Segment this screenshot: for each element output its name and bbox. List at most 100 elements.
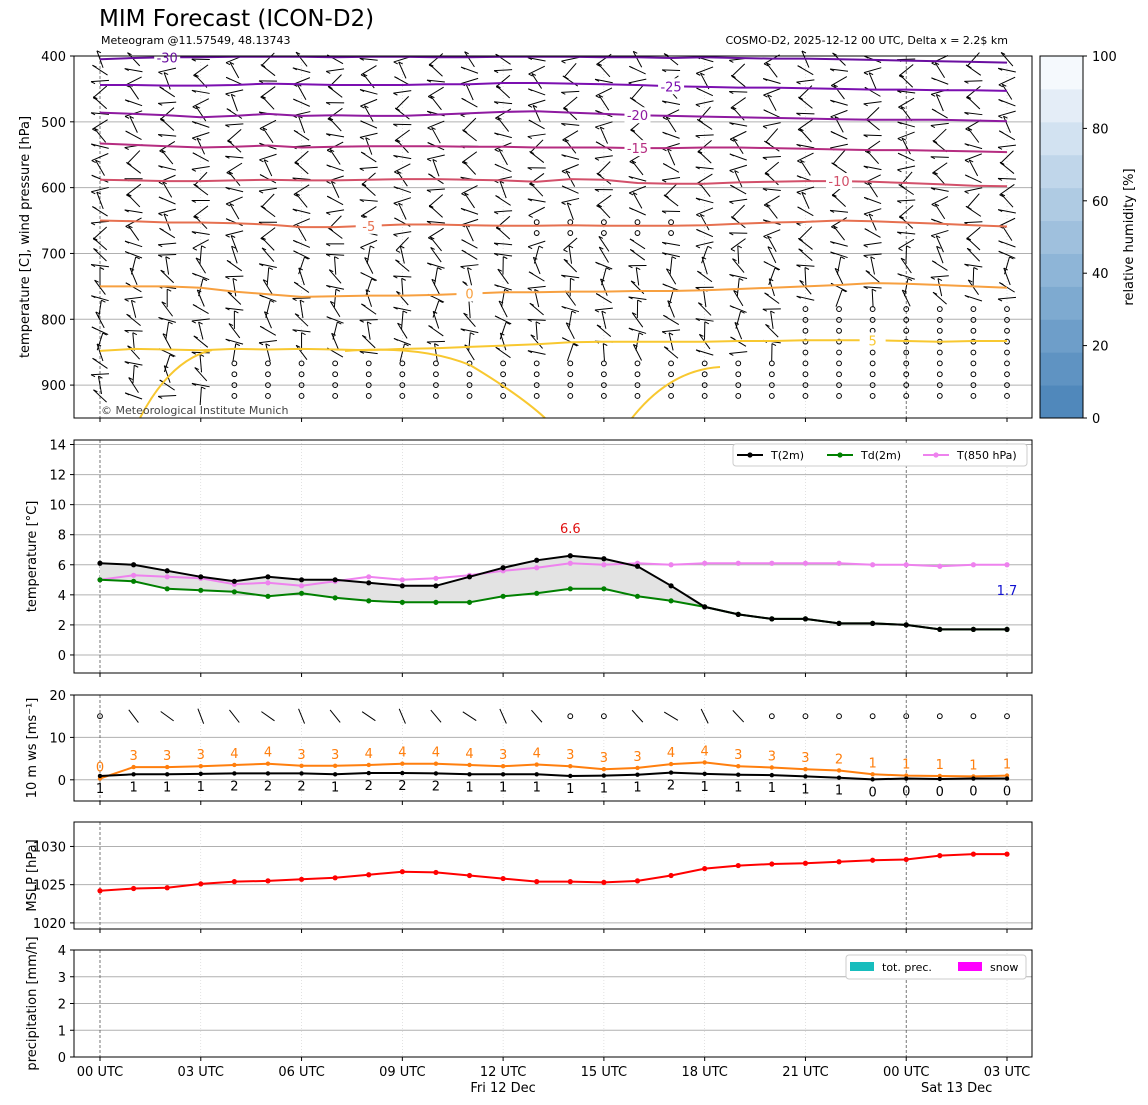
wind-barb <box>1001 225 1013 241</box>
wind-barb <box>125 76 142 86</box>
wind-barb-flag <box>830 251 835 255</box>
wind-barb-flag <box>600 126 605 130</box>
isotherm-label: -15 <box>627 142 648 157</box>
wind-barb-flag <box>907 278 913 281</box>
wind-barb-flag <box>227 291 233 295</box>
wind-barb <box>96 343 104 362</box>
wind-barb-flag <box>563 258 569 262</box>
wind-barb <box>128 709 139 723</box>
wind-barb <box>199 354 203 373</box>
y-tick-label: 10 <box>49 499 66 514</box>
wind-barb-flag <box>496 226 501 230</box>
wind-barb <box>1000 193 1014 208</box>
wind-barb-flag <box>102 332 108 336</box>
series-point-mean <box>904 776 909 781</box>
calm-wind-marker <box>399 382 406 388</box>
wind-barb <box>199 386 202 405</box>
wind-barb <box>495 74 511 88</box>
series-point-mean <box>803 774 808 779</box>
wind-barb-flag <box>968 279 973 283</box>
wind-barb-flag <box>798 237 803 241</box>
wind-barb-flag <box>998 84 1004 88</box>
wind-barb-flag <box>864 182 869 186</box>
wind-barb-flag <box>629 207 634 211</box>
wind-barb-flag <box>494 315 500 319</box>
wind-barb <box>126 183 142 196</box>
series-point-MSLP <box>634 878 641 884</box>
wind-barb-flag <box>359 199 364 203</box>
wind-barb-flag <box>637 299 642 303</box>
wind-barb <box>191 382 210 388</box>
series-point-mean <box>870 777 875 782</box>
wind-barb-flag <box>124 298 129 302</box>
wind-barb <box>865 106 880 121</box>
wind-barb-flag <box>1003 267 1008 271</box>
y-tick-label: 1025 <box>33 879 66 894</box>
wind-barb-flag <box>395 139 401 143</box>
wind-barb-flag <box>360 215 366 219</box>
gust-value-label: 3 <box>163 749 171 764</box>
wind-barb-flag <box>530 182 535 186</box>
wind-barb-flag <box>294 313 300 317</box>
wind-barb-flag <box>161 149 166 153</box>
wind-barb <box>260 64 276 77</box>
series-point-T(850 hPa) <box>769 560 775 566</box>
wind-barb <box>258 187 277 192</box>
wind-barb <box>528 65 546 75</box>
wind-barb <box>426 79 445 83</box>
wind-barb <box>263 311 272 329</box>
gust-value-label: 3 <box>499 748 507 763</box>
colorbar-segment <box>1040 352 1083 386</box>
wind-barb-flag <box>930 93 936 97</box>
wind-barb-flag <box>326 70 331 74</box>
series-point-gust <box>836 768 842 773</box>
series-point-gust <box>568 764 573 769</box>
wind-barb-flag <box>191 58 197 62</box>
wind-barb-flag <box>393 337 399 341</box>
wind-barb-flag <box>936 245 941 249</box>
wind-barb-flag <box>561 305 566 309</box>
wind-barb <box>498 300 508 318</box>
wind-barb <box>359 132 378 138</box>
calm-wind-marker <box>332 371 339 378</box>
series-point-T(2m) <box>366 580 372 586</box>
series-point-MSLP <box>836 859 842 865</box>
gust-value-label: 3 <box>197 748 205 763</box>
wind-barb-flag <box>495 346 500 350</box>
wind-barb-flag <box>258 190 264 194</box>
wind-barb-flag <box>804 267 810 270</box>
calm-wind-marker <box>231 393 238 399</box>
wind-barb-flag <box>999 282 1004 286</box>
wind-barb-flag <box>763 109 768 113</box>
wind-barb-flag <box>934 203 940 207</box>
series-point-mean <box>97 773 103 779</box>
series-point-mean <box>1004 776 1010 781</box>
wind-barb <box>93 389 107 403</box>
wind-barb-flag <box>493 70 499 74</box>
calm-wind-marker <box>634 393 641 399</box>
calm-wind-marker <box>567 713 574 720</box>
gust-value-label: 4 <box>465 747 473 762</box>
wind-barb-flag <box>633 344 638 347</box>
calm-wind-marker <box>265 371 271 378</box>
wind-barb <box>764 172 779 186</box>
wind-barb-flag <box>998 240 1003 244</box>
wind-barb-flag <box>796 191 802 195</box>
wind-barb-flag <box>360 74 366 78</box>
series-point-mean <box>332 772 338 777</box>
wind-barb-flag <box>293 250 298 254</box>
wind-barb-flag <box>304 256 309 260</box>
wind-barb-flag <box>463 160 468 164</box>
calm-wind-marker <box>567 360 574 367</box>
wind-barb-flag <box>930 235 936 239</box>
wind-barb <box>632 51 643 68</box>
wind-barb <box>326 253 345 256</box>
series-point-mean <box>702 771 707 777</box>
wind-barb <box>867 181 878 198</box>
wind-barb-flag <box>603 343 608 346</box>
wind-barb <box>130 256 137 275</box>
wind-barb <box>594 307 613 311</box>
wind-barb-flag <box>294 161 300 165</box>
wind-barb-flag <box>301 332 306 336</box>
wind-barb <box>393 306 412 312</box>
